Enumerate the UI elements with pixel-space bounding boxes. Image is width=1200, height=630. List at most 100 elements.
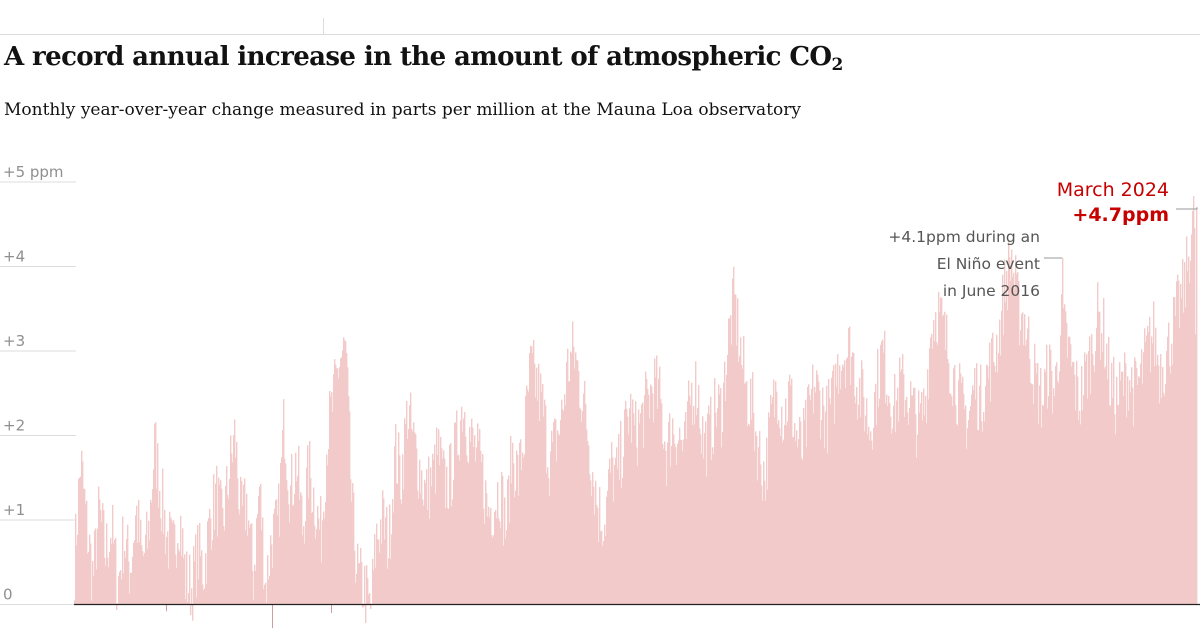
bar <box>1148 332 1150 605</box>
bar <box>926 423 928 605</box>
bar <box>329 390 331 605</box>
bar <box>245 530 247 605</box>
bar <box>407 438 409 605</box>
bar <box>901 369 903 605</box>
chart-title: A record annual increase in the amount o… <box>4 42 843 74</box>
bar <box>200 556 202 605</box>
bar <box>744 383 746 605</box>
bar <box>882 339 884 605</box>
bar <box>163 534 165 605</box>
bar <box>824 448 826 605</box>
bar <box>1018 281 1020 605</box>
bar <box>1029 359 1031 605</box>
bar <box>783 439 785 605</box>
bar <box>419 459 421 605</box>
bar <box>102 503 104 605</box>
bar <box>517 454 519 605</box>
bar <box>713 454 715 605</box>
bar <box>301 495 303 605</box>
bar <box>897 387 899 605</box>
bar <box>501 471 503 605</box>
bar <box>694 424 696 605</box>
bar <box>188 592 190 605</box>
bar <box>697 407 699 605</box>
annotation-el-nino-text: in June 2016 <box>943 282 1040 300</box>
bar <box>787 421 789 605</box>
bar <box>637 465 639 605</box>
bar <box>1039 385 1041 605</box>
bar <box>855 403 857 605</box>
bar <box>344 340 346 605</box>
bar <box>603 540 605 605</box>
bar <box>497 482 499 605</box>
bar <box>699 428 701 605</box>
bar <box>751 419 753 605</box>
bar <box>571 353 573 605</box>
bar <box>925 395 927 605</box>
bar <box>196 597 198 605</box>
bar <box>219 484 221 605</box>
bar <box>921 391 923 605</box>
bar <box>1159 403 1161 605</box>
bar <box>790 385 792 605</box>
bar <box>776 391 778 605</box>
bar <box>772 397 774 605</box>
bar <box>409 405 411 605</box>
bar <box>684 421 686 605</box>
bar <box>779 428 781 605</box>
bar <box>659 366 661 605</box>
bar <box>555 419 557 605</box>
bar <box>928 399 930 605</box>
bar <box>648 394 650 605</box>
bar <box>1190 260 1192 605</box>
y-tick-label: 0 <box>3 586 13 604</box>
bar <box>535 397 537 605</box>
bar <box>552 442 554 605</box>
bar <box>869 440 871 605</box>
bar <box>199 522 201 605</box>
bar <box>456 410 458 605</box>
bar <box>700 434 702 605</box>
bar <box>1032 384 1034 605</box>
bar <box>746 381 748 605</box>
bar <box>786 425 788 605</box>
bar <box>1070 344 1072 605</box>
bar <box>534 363 536 605</box>
bar <box>169 511 171 605</box>
bar <box>217 536 219 605</box>
bar <box>180 515 182 605</box>
bar <box>1136 368 1138 605</box>
bar <box>273 513 275 605</box>
bar <box>436 427 438 605</box>
bar <box>262 517 264 605</box>
bar <box>853 353 855 605</box>
bar <box>761 485 763 605</box>
bar <box>270 535 272 605</box>
bar <box>1096 327 1098 605</box>
bar <box>765 500 767 605</box>
bar <box>966 448 968 605</box>
bar <box>317 506 319 605</box>
bar <box>358 563 360 605</box>
bar <box>888 395 890 605</box>
bar <box>651 386 653 605</box>
bar <box>490 507 492 605</box>
bar <box>439 465 441 605</box>
bar <box>473 446 475 605</box>
bar <box>1107 379 1109 605</box>
bar <box>987 365 989 605</box>
bar <box>938 292 940 605</box>
bar <box>234 419 236 605</box>
bar <box>862 369 864 605</box>
bar <box>515 490 517 605</box>
bar <box>1134 357 1136 605</box>
bar <box>1065 311 1067 605</box>
bar <box>819 390 821 605</box>
bar <box>198 579 200 605</box>
bar <box>741 365 743 605</box>
bar <box>293 504 295 605</box>
bar <box>160 518 162 605</box>
bar <box>284 458 286 605</box>
header-divider-tick <box>323 18 324 34</box>
bar <box>647 388 649 605</box>
